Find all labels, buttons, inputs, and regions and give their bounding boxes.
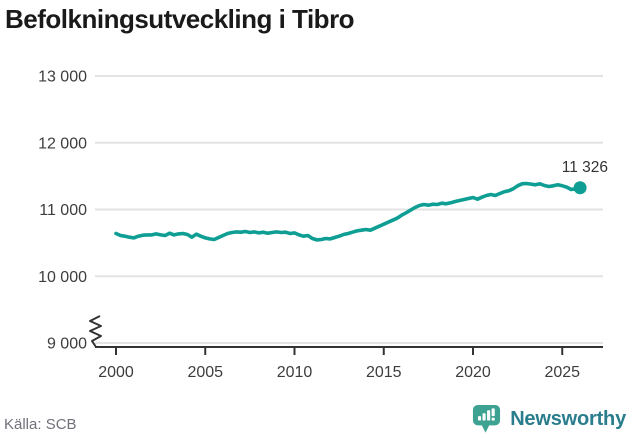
chart-title: Befolkningsutveckling i Tibro	[5, 4, 355, 34]
newsworthy-wordmark: Newsworthy	[510, 408, 626, 430]
x-tick-label: 2020	[455, 364, 491, 381]
x-tick-label: 2005	[187, 364, 223, 381]
y-tick-label: 10 000	[38, 269, 87, 286]
source-label: Källa: SCB	[4, 416, 77, 433]
x-tick-label: 2000	[98, 364, 134, 381]
newsworthy-bubble-chart-icon	[473, 404, 501, 433]
gridlines	[95, 75, 603, 344]
y-tick-label: 11 000	[39, 202, 87, 219]
y-tick-label: 9 000	[47, 336, 87, 353]
end-point-marker	[573, 181, 587, 195]
population-line	[114, 181, 582, 242]
y-tick-label: 12 000	[38, 135, 87, 152]
axes	[89, 315, 603, 355]
population-line-series	[114, 181, 587, 242]
x-tick-label: 2025	[544, 364, 580, 381]
x-tick-label: 2015	[366, 364, 402, 381]
newsworthy-logo[interactable]: Newsworthy	[471, 403, 626, 436]
x-tick-label: 2010	[277, 364, 313, 381]
y-tick-label: 13 000	[38, 69, 87, 86]
y-axis-break-icon	[89, 315, 102, 348]
axis-labels: 9 000 10 000 11 000 12 000 13 000 2000 2005 201…	[38, 69, 580, 382]
end-value-label: 11 326	[562, 159, 608, 176]
